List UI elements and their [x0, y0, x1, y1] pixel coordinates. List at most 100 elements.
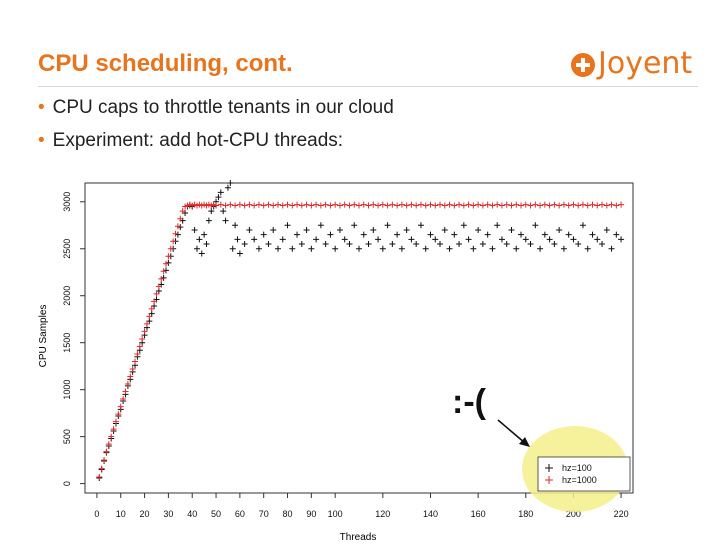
legend-marker — [545, 476, 553, 484]
data-point — [222, 217, 229, 224]
legend: hz=100 hz=1000 — [545, 463, 597, 485]
data-point — [222, 202, 229, 209]
x-tick-label: 50 — [211, 509, 221, 519]
data-point — [589, 201, 596, 208]
data-point — [603, 202, 610, 209]
data-point — [163, 260, 170, 267]
data-point — [260, 202, 267, 209]
data-point — [303, 201, 310, 208]
data-point — [441, 226, 448, 233]
data-point — [475, 226, 482, 233]
data-point — [148, 305, 155, 312]
data-point — [236, 201, 243, 208]
y-axis: 0 500 1000 1500 2000 2500 3000 — [62, 192, 85, 486]
data-point — [413, 202, 420, 209]
y-tick-label: 2500 — [62, 239, 72, 259]
data-point — [417, 222, 424, 229]
data-point — [556, 226, 563, 233]
data-point — [179, 208, 186, 215]
data-point — [177, 215, 184, 222]
data-point — [498, 236, 505, 243]
data-point — [379, 245, 386, 252]
data-point — [196, 236, 203, 243]
data-point — [437, 201, 444, 208]
data-point — [594, 202, 601, 209]
data-point — [389, 241, 396, 248]
x-tick-label: 90 — [306, 509, 316, 519]
data-point — [589, 231, 596, 238]
data-point — [274, 245, 281, 252]
data-point — [241, 202, 248, 209]
data-point — [98, 465, 105, 472]
x-axis-label: Threads — [340, 532, 377, 543]
data-point — [546, 236, 553, 243]
data-point — [370, 226, 377, 233]
y-tick-label: 0 — [62, 481, 72, 486]
data-point — [336, 202, 343, 209]
data-point — [167, 245, 174, 252]
data-point — [213, 202, 220, 209]
data-point — [170, 238, 177, 245]
data-point — [608, 245, 615, 252]
data-point — [451, 231, 458, 238]
data-point — [120, 396, 127, 403]
data-point — [570, 201, 577, 208]
x-tick-label: 120 — [375, 509, 390, 519]
data-point — [384, 202, 391, 209]
data-point — [270, 226, 277, 233]
data-point — [422, 202, 429, 209]
data-point — [146, 313, 153, 320]
data-point — [375, 236, 382, 243]
data-point — [503, 201, 510, 208]
data-point — [522, 201, 529, 208]
data-point — [246, 226, 253, 233]
data-point — [437, 241, 444, 248]
data-point — [203, 241, 210, 248]
data-point — [427, 201, 434, 208]
data-point — [317, 202, 324, 209]
legend-entry: hz=100 — [562, 463, 592, 473]
data-point — [579, 222, 586, 229]
data-point — [279, 202, 286, 209]
data-point — [143, 320, 150, 327]
data-point — [375, 202, 382, 209]
data-point — [208, 208, 215, 215]
slide-title: CPU scheduling, cont. — [38, 50, 293, 77]
data-point — [584, 245, 591, 252]
data-point — [484, 231, 491, 238]
data-point — [465, 201, 472, 208]
data-point — [518, 202, 525, 209]
legend-entry: hz=1000 — [562, 475, 597, 485]
data-point — [224, 184, 231, 191]
data-point — [279, 236, 286, 243]
x-tick-label: 70 — [259, 509, 269, 519]
data-point — [227, 201, 234, 208]
data-point — [451, 202, 458, 209]
data-point — [498, 202, 505, 209]
data-point — [508, 202, 515, 209]
data-point — [403, 202, 410, 209]
data-point — [479, 241, 486, 248]
data-point — [110, 426, 117, 433]
data-point — [427, 231, 434, 238]
data-point — [215, 194, 222, 201]
data-point — [560, 245, 567, 252]
data-point — [446, 245, 453, 252]
title-divider — [38, 86, 698, 87]
data-point — [158, 275, 165, 282]
data-point — [408, 201, 415, 208]
data-point — [537, 245, 544, 252]
data-point — [193, 245, 200, 252]
data-point — [115, 411, 122, 418]
x-tick-label: 220 — [614, 509, 629, 519]
data-point — [151, 298, 158, 305]
data-point — [441, 202, 448, 209]
data-point — [317, 222, 324, 229]
data-point — [565, 202, 572, 209]
bullet-item: • Experiment: add hot-CPU threads: — [38, 128, 394, 161]
x-tick-label: 20 — [140, 509, 150, 519]
data-point — [370, 201, 377, 208]
data-point — [365, 241, 372, 248]
x-tick-label: 60 — [235, 509, 245, 519]
